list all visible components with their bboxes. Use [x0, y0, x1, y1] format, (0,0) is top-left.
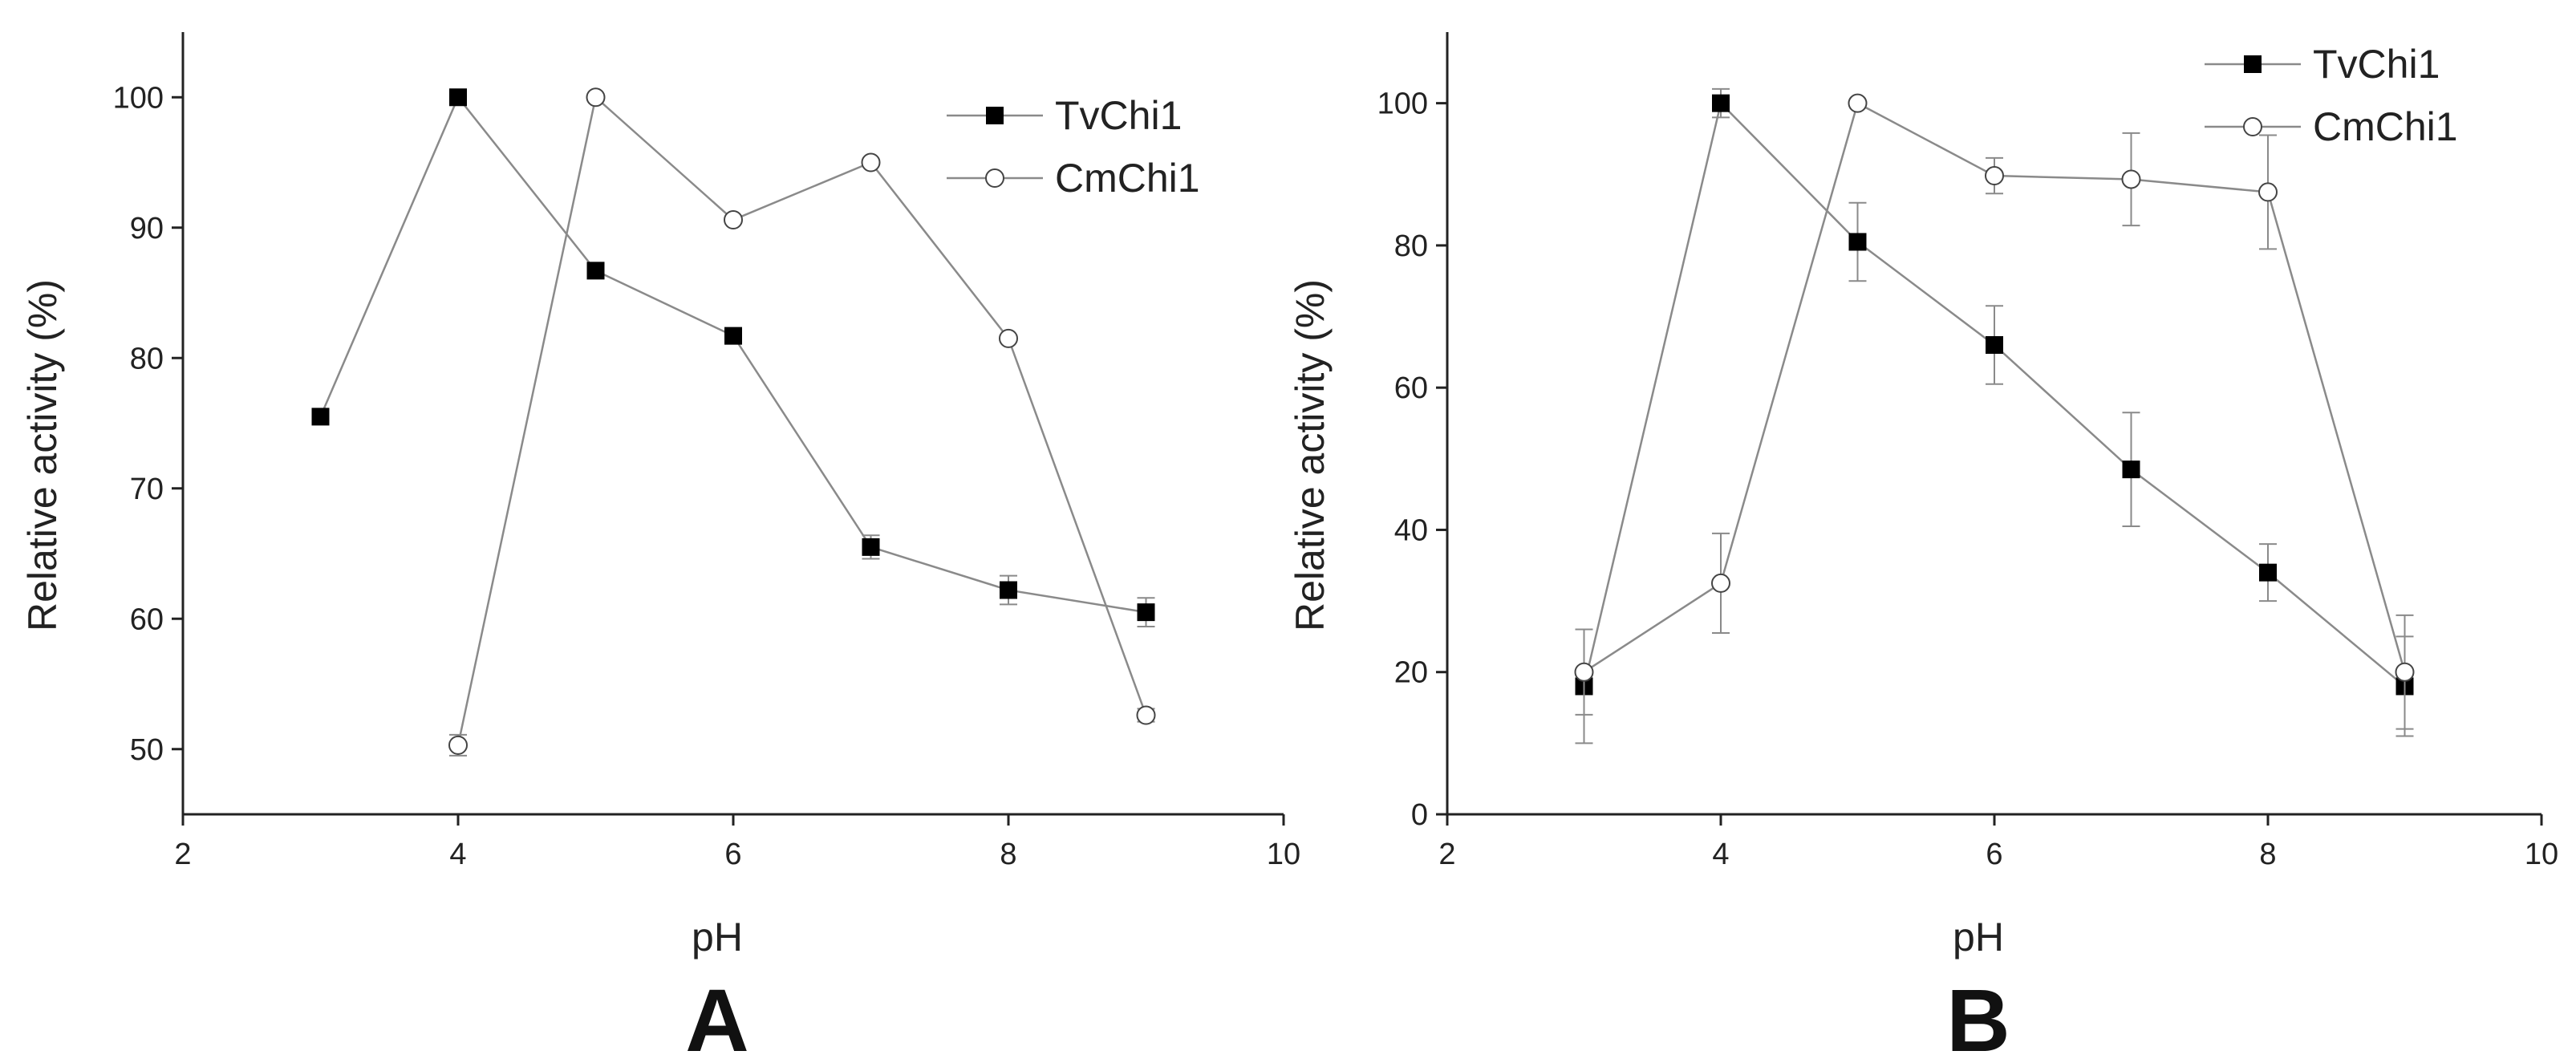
legend: TvChi1 CmChi1 [947, 93, 1200, 201]
data-point [862, 538, 880, 556]
data-point [1136, 705, 1156, 725]
data-point [1000, 581, 1017, 599]
series-cmchi1 [1574, 93, 2415, 730]
series-cmchi1 [448, 87, 1156, 757]
legend-label: TvChi1 [2313, 42, 2440, 87]
legend-label: TvChi1 [1055, 93, 1182, 138]
y-tick-label: 0 [1411, 798, 1428, 832]
data-point [861, 152, 881, 172]
panel-label: B [1946, 972, 2010, 1059]
data-point [724, 210, 743, 229]
data-point [586, 87, 606, 108]
x-tick-label: 4 [1712, 838, 1729, 871]
legend-marker [985, 168, 1004, 188]
y-tick-label: 40 [1394, 513, 1428, 547]
legend-marker [2244, 55, 2262, 73]
chart-panel-a: 2 4 6 8 10 50 60 70 80 90 100 pH Relative activity (… [20, 32, 1300, 1059]
data-point [724, 327, 742, 345]
data-point [1848, 233, 1867, 251]
x-tick-label: 2 [1438, 838, 1455, 871]
data-point [1986, 336, 2003, 354]
data-point [999, 328, 1018, 348]
legend-marker [986, 107, 1004, 124]
x-tick-label: 8 [2259, 838, 2276, 871]
y-tick-label: 100 [1377, 87, 1428, 121]
y-axis-title: Relative activity (%) [1288, 279, 1333, 631]
y-tick-label: 60 [1394, 371, 1428, 405]
panel-label: A [685, 972, 748, 1059]
x-tick-label: 4 [449, 838, 466, 871]
x-axis-title: pH [1953, 915, 2004, 960]
series-tvchi1 [311, 88, 1155, 627]
x-axis-title: pH [692, 915, 743, 960]
data-point [1574, 662, 1594, 682]
data-point [311, 408, 330, 426]
data-point [2395, 662, 2415, 682]
x-tick-label: 8 [1000, 838, 1016, 871]
data-point [448, 735, 468, 755]
legend: TvChi1 CmChi1 [2205, 42, 2458, 149]
data-point [586, 262, 605, 280]
x-tick-label: 10 [2525, 838, 2558, 871]
x-tick-label: 2 [174, 838, 191, 871]
y-tick-label: 100 [113, 81, 164, 115]
y-tick-label: 70 [130, 473, 164, 506]
series-line [319, 95, 1146, 614]
data-point [2258, 182, 2278, 202]
y-tick-label: 80 [1394, 229, 1428, 263]
data-point [2259, 563, 2277, 582]
y-tick-label: 50 [130, 733, 164, 767]
legend-label: CmChi1 [2313, 104, 2458, 149]
data-point [1985, 166, 2004, 186]
data-point [1711, 573, 1730, 593]
data-point [2121, 169, 2141, 189]
y-tick-label: 60 [130, 603, 164, 636]
legend-marker [2243, 117, 2262, 136]
data-point [449, 88, 467, 107]
x-tick-label: 10 [1267, 838, 1300, 871]
y-axis-title: Relative activity (%) [20, 279, 65, 631]
data-point [1848, 93, 1868, 113]
y-tick-label: 80 [130, 342, 164, 375]
y-tick-label: 20 [1394, 656, 1428, 690]
data-point [2122, 461, 2140, 479]
y-tick-label: 90 [130, 212, 164, 245]
data-point [1712, 94, 1730, 112]
data-point [1137, 603, 1155, 622]
x-tick-label: 6 [724, 838, 741, 871]
legend-label: CmChi1 [1055, 156, 1200, 201]
x-tick-label: 6 [1986, 838, 2002, 871]
series-line [456, 95, 1147, 746]
